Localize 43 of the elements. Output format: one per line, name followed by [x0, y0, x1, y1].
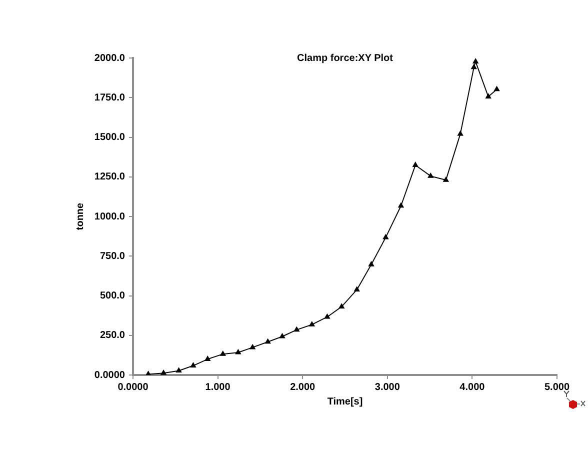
point	[190, 362, 196, 368]
y-tick-label: 250.0	[100, 330, 126, 342]
point	[264, 338, 271, 344]
point	[368, 260, 374, 266]
point	[160, 370, 167, 375]
x-tick-label: 0.0000	[118, 382, 149, 393]
x-axis-title: Time[s]	[327, 396, 363, 408]
chart-title: Clamp force:XY Plot	[297, 52, 394, 64]
point	[382, 234, 389, 240]
point	[398, 202, 404, 208]
x-tick-label: 5.000	[544, 382, 570, 393]
y-tick-label: 1500.0	[94, 132, 126, 143]
point	[457, 130, 464, 136]
point	[485, 93, 492, 98]
y-tick-label: 750.0	[100, 250, 126, 262]
point	[204, 356, 211, 361]
y-tick-label: 2000.0	[94, 52, 126, 64]
point	[412, 162, 418, 167]
point	[338, 303, 345, 308]
point	[472, 58, 479, 64]
point	[354, 286, 360, 292]
y-tick-label: 1750.0	[94, 92, 126, 104]
y-tick-label: 1250.0	[94, 172, 126, 183]
point	[428, 172, 434, 178]
point	[442, 176, 450, 182]
y-tick-label: 0.0000	[94, 370, 126, 381]
y-tick-label: 1000.0	[94, 211, 126, 222]
x-tick-label: 2.000	[290, 382, 316, 393]
x-tick-label: 1.000	[205, 382, 231, 393]
point	[308, 320, 316, 326]
point	[249, 344, 256, 350]
x-tick-label: 3.000	[374, 382, 400, 393]
point	[235, 348, 242, 354]
point	[220, 350, 226, 356]
y-axis-title: tonne	[74, 202, 86, 230]
y-tick-label: 500.0	[100, 290, 126, 302]
point	[324, 313, 330, 319]
point	[494, 86, 500, 92]
x-tick-label: 4.000	[460, 382, 486, 393]
point	[470, 64, 478, 70]
point	[176, 367, 182, 373]
point	[294, 326, 300, 332]
point	[279, 332, 286, 338]
